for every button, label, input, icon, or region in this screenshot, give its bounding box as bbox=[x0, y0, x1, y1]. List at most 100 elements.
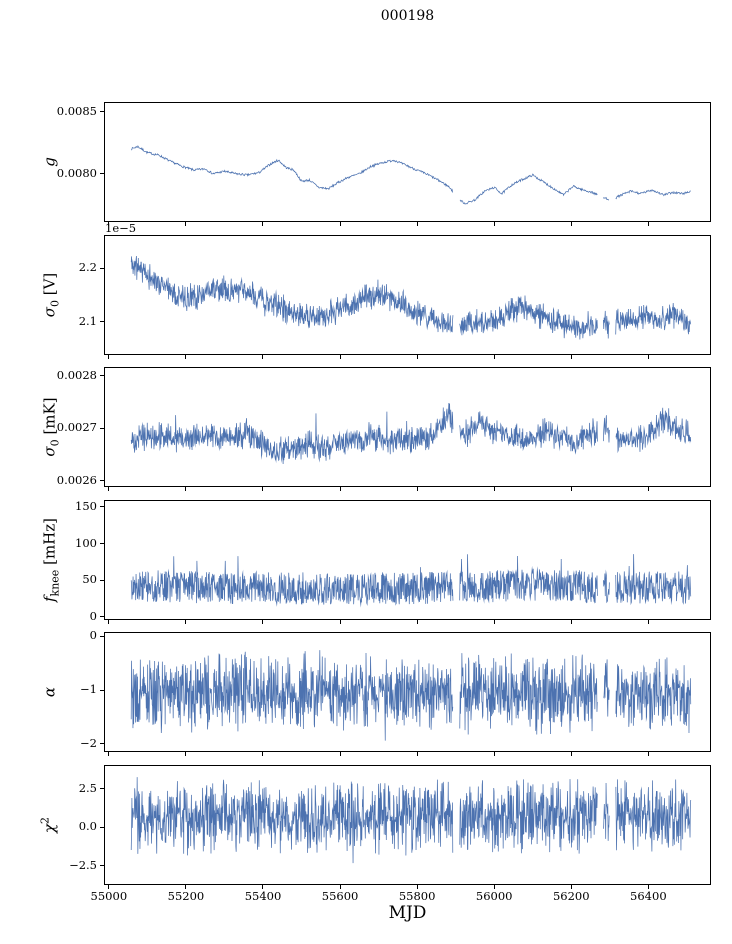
panel-g bbox=[104, 102, 711, 222]
x-tick bbox=[262, 620, 264, 624]
x-tick-label: 55800 bbox=[398, 889, 436, 903]
x-tick bbox=[647, 752, 649, 756]
ylabel-unit: [V] bbox=[40, 272, 59, 301]
x-tick bbox=[647, 620, 649, 624]
x-tick bbox=[185, 752, 187, 756]
y-tick bbox=[100, 111, 104, 113]
y-tick bbox=[100, 427, 104, 429]
y-axis-label-sigma0-v: σ0 [V] bbox=[39, 273, 62, 318]
x-tick bbox=[570, 620, 572, 624]
x-tick bbox=[416, 885, 418, 889]
x-tick-label: 55600 bbox=[321, 889, 359, 903]
y-tick-label: −1 bbox=[80, 682, 97, 697]
y-tick-label: −2 bbox=[80, 735, 97, 750]
y-tick bbox=[100, 788, 104, 790]
x-tick bbox=[570, 752, 572, 756]
series-line-canvas-sigma0_mK bbox=[105, 368, 710, 486]
x-tick bbox=[339, 355, 341, 359]
y-tick-label: 2.5 bbox=[78, 780, 97, 795]
y-tick-label: 150 bbox=[75, 498, 97, 513]
series-line-canvas-sigma0_V bbox=[105, 236, 710, 354]
x-tick bbox=[647, 885, 649, 889]
x-tick bbox=[647, 222, 649, 226]
series-line-canvas-g bbox=[105, 103, 710, 221]
x-tick bbox=[493, 752, 495, 756]
x-tick bbox=[108, 487, 110, 491]
y-tick bbox=[100, 267, 104, 269]
x-tick bbox=[570, 487, 572, 491]
y-axis-offset-label: 1e−5 bbox=[105, 221, 137, 235]
x-tick bbox=[416, 620, 418, 624]
x-tick bbox=[647, 487, 649, 491]
x-tick bbox=[493, 885, 495, 889]
x-tick bbox=[493, 355, 495, 359]
x-tick bbox=[108, 752, 110, 756]
ylabel-subscript: 0 bbox=[48, 439, 62, 447]
x-tick-label: 56000 bbox=[475, 889, 513, 903]
x-tick bbox=[108, 885, 110, 889]
x-tick bbox=[493, 620, 495, 624]
x-tick bbox=[108, 355, 110, 359]
y-tick-label: 0.0026 bbox=[56, 472, 97, 487]
y-tick-label: 0 bbox=[89, 628, 97, 643]
x-tick bbox=[570, 222, 572, 226]
panel-f_knee bbox=[104, 500, 711, 620]
y-tick bbox=[100, 480, 104, 482]
y-tick bbox=[100, 506, 104, 508]
series-line-canvas-chi2 bbox=[105, 766, 710, 884]
x-tick-label: 55400 bbox=[244, 889, 282, 903]
y-tick-label: −2.5 bbox=[69, 857, 97, 872]
y-tick bbox=[100, 543, 104, 544]
series-line-canvas-f_knee bbox=[105, 501, 710, 619]
y-tick bbox=[100, 375, 104, 377]
x-tick bbox=[185, 885, 187, 889]
x-tick bbox=[339, 222, 341, 226]
x-tick bbox=[185, 487, 187, 491]
figure-title: 000198 bbox=[380, 8, 435, 24]
x-tick bbox=[493, 222, 495, 226]
y-tick bbox=[100, 635, 104, 637]
series-line-canvas-alpha bbox=[105, 633, 710, 751]
x-tick bbox=[262, 885, 264, 889]
panel-alpha bbox=[104, 632, 711, 752]
x-tick bbox=[262, 355, 264, 359]
panel-sigma0_V bbox=[104, 235, 711, 355]
x-tick bbox=[570, 355, 572, 359]
ylabel-subscript: 0 bbox=[48, 300, 62, 308]
x-tick bbox=[339, 885, 341, 889]
y-tick-label: 0.0085 bbox=[56, 103, 97, 118]
y-tick-label: 2.2 bbox=[78, 260, 97, 275]
x-tick bbox=[262, 752, 264, 756]
x-tick bbox=[108, 222, 110, 226]
x-tick bbox=[493, 487, 495, 491]
x-tick bbox=[416, 355, 418, 359]
x-tick bbox=[647, 355, 649, 359]
y-tick bbox=[100, 865, 104, 867]
y-tick-label: 100 bbox=[75, 535, 97, 550]
y-tick-label: 0.0028 bbox=[56, 367, 97, 382]
x-tick bbox=[416, 222, 418, 226]
y-tick bbox=[100, 826, 104, 828]
y-tick-label: 2.1 bbox=[78, 313, 97, 328]
ylabel-main: σ bbox=[40, 446, 59, 457]
x-tick bbox=[108, 620, 110, 624]
x-tick bbox=[416, 752, 418, 756]
x-tick bbox=[570, 885, 572, 889]
y-tick bbox=[100, 579, 104, 581]
y-tick bbox=[100, 689, 104, 691]
y-tick-label: 0 bbox=[89, 608, 97, 623]
ylabel-main: f bbox=[40, 596, 59, 603]
x-tick bbox=[416, 487, 418, 491]
x-tick-label: 55000 bbox=[90, 889, 128, 903]
y-axis-label-fknee: fknee [mHz] bbox=[39, 518, 62, 602]
y-tick bbox=[100, 173, 104, 175]
y-tick-label: 0.0 bbox=[78, 819, 97, 834]
x-tick bbox=[185, 355, 187, 359]
x-tick bbox=[262, 487, 264, 491]
x-tick bbox=[185, 222, 187, 226]
x-tick bbox=[262, 222, 264, 226]
x-axis-label: MJD bbox=[388, 903, 427, 923]
y-tick bbox=[100, 743, 104, 745]
x-tick bbox=[339, 620, 341, 624]
